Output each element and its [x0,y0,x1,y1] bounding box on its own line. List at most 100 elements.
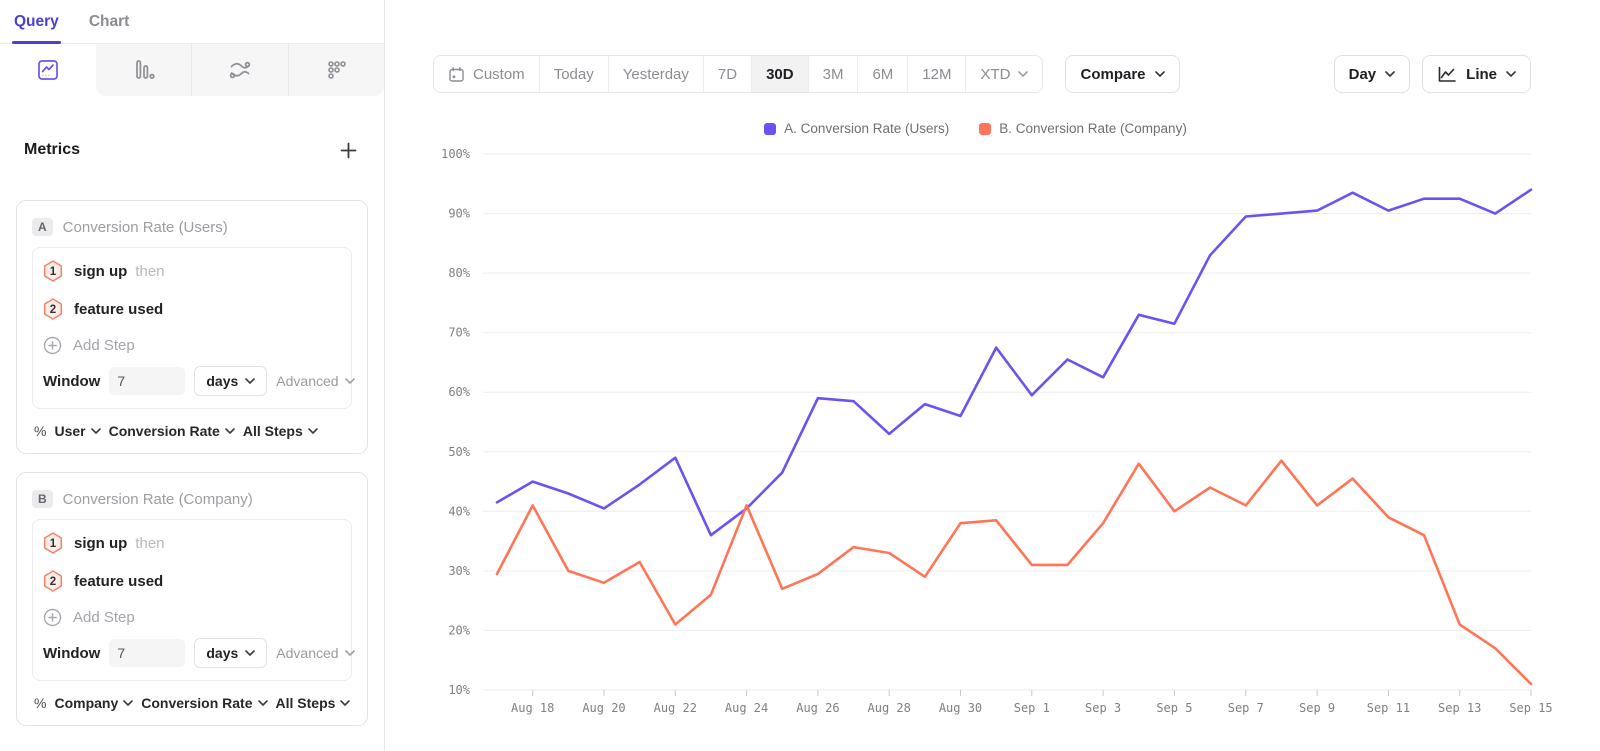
chart-type-switcher [0,44,384,96]
add-step-label: Add Step [73,608,135,626]
conversion-window-row: Window days Advanced [43,364,355,398]
chevron-down-icon [1154,71,1165,77]
metric-card-a: A Conversion Rate (Users) 1 sign up then… [16,200,368,454]
chevron-down-icon [225,428,235,434]
step-hexagon-icon: 2 [43,298,63,320]
chevron-down-icon [245,650,256,656]
range-30d-button[interactable]: 30D [752,56,809,92]
svg-text:1: 1 [50,266,57,278]
svg-text:Aug 30: Aug 30 [939,701,982,715]
range-label: Custom [473,65,525,83]
step-suffix: then [135,534,165,552]
range-label: XTD [980,65,1011,83]
range-label: 7D [717,65,738,83]
flows-icon[interactable] [191,44,287,96]
percent-icon: % [34,423,47,439]
metric-title[interactable]: Conversion Rate (Users) [62,218,228,236]
circled-plus-icon [43,336,62,354]
metrics-header: Metrics [24,136,360,164]
measure-steps-dropdown[interactable]: All Steps [276,695,351,711]
legend-item-a[interactable]: A. Conversion Rate (Users) [764,121,949,136]
chart-type-group [96,44,384,96]
compare-label: Compare [1080,65,1146,83]
line-chart-icon [1438,66,1456,82]
svg-text:100%: 100% [441,147,471,161]
measure-metric-dropdown[interactable]: Conversion Rate [109,423,235,439]
svg-text:40%: 40% [448,504,470,518]
tab-query[interactable]: Query [12,0,61,44]
compare-button[interactable]: Compare [1065,55,1180,93]
step-event-name: feature used [74,300,164,318]
svg-text:90%: 90% [448,207,470,221]
chevron-down-icon [1385,71,1396,77]
tab-chart[interactable]: Chart [88,12,130,30]
advanced-toggle[interactable]: Advanced [276,373,355,389]
advanced-label: Advanced [276,645,339,661]
chevron-down-icon [340,700,351,706]
bar-chart-icon[interactable] [96,44,191,96]
chart-style-dropdown[interactable]: Line [1422,55,1531,93]
range-12m-button[interactable]: 12M [908,56,967,92]
funnel-step-1[interactable]: 1 sign up then [43,524,341,562]
window-unit-label: days [206,645,239,661]
svg-text:10%: 10% [448,683,470,697]
step-suffix: then [135,262,165,280]
add-step-button[interactable]: Add Step [43,600,341,634]
funnel-step-2[interactable]: 2 feature used [43,562,341,600]
step-hexagon-icon: 1 [43,260,63,282]
granularity-dropdown[interactable]: Day [1333,55,1411,93]
chevron-down-icon [344,378,355,384]
step-event-name: sign up [74,262,128,280]
step-hexagon-icon: 2 [43,570,63,592]
chart-style-label: Line [1466,65,1497,83]
measure-entity-dropdown[interactable]: User [54,423,101,439]
window-unit-dropdown[interactable]: days [194,638,268,668]
svg-text:Sep 9: Sep 9 [1299,701,1335,715]
funnel-steps-box: 1 sign up then 2 feature used Add Step W… [32,519,355,681]
range-6m-button[interactable]: 6M [858,56,909,92]
insights-line-chart-icon[interactable] [0,44,96,96]
advanced-toggle[interactable]: Advanced [276,645,355,661]
step-event-name: sign up [74,534,128,552]
calendar-icon [449,66,464,82]
svg-text:30%: 30% [448,564,470,578]
legend-item-b[interactable]: B. Conversion Rate (Company) [979,121,1187,136]
range-xtd-dropdown[interactable]: XTD [966,56,1043,92]
window-unit-dropdown[interactable]: days [194,366,268,396]
chevron-down-icon [1018,71,1029,77]
metric-title[interactable]: Conversion Rate (Company) [62,490,253,508]
step-event-name: feature used [74,572,164,590]
measure-metric-dropdown[interactable]: Conversion Rate [141,695,268,711]
chevron-down-icon [90,428,101,434]
range-7d-button[interactable]: 7D [703,56,753,92]
measure-metric-label: Conversion Rate [141,695,253,711]
funnel-steps-box: 1 sign up then 2 feature used Add Step W… [32,247,355,409]
svg-text:Sep 15: Sep 15 [1509,701,1552,715]
svg-text:Aug 20: Aug 20 [582,701,625,715]
svg-text:Sep 1: Sep 1 [1014,701,1050,715]
range-3m-button[interactable]: 3M [808,56,859,92]
funnel-step-2[interactable]: 2 feature used [43,290,341,328]
date-range-picker: Custom Today Yesterday 7D 30D 3M 6M 12M … [433,55,1044,93]
range-yesterday-button[interactable]: Yesterday [608,56,704,92]
metrics-title: Metrics [24,141,81,158]
add-step-button[interactable]: Add Step [43,328,341,362]
chart-legend: A. Conversion Rate (Users) B. Conversion… [420,121,1531,136]
range-label: 3M [822,65,844,83]
funnel-step-1[interactable]: 1 sign up then [43,252,341,290]
svg-text:Aug 26: Aug 26 [796,701,839,715]
window-value-input[interactable] [109,367,186,395]
svg-text:1: 1 [50,538,57,550]
measure-steps-dropdown[interactable]: All Steps [243,423,318,439]
svg-text:70%: 70% [448,326,470,340]
conversion-rate-line-chart: 10% 20% 30% 40% 50% 60% 70% 80% 90% 100% Aug 18 Aug… [441,147,1553,715]
svg-text:Aug 24: Aug 24 [725,701,768,715]
measure-entity-dropdown[interactable]: Company [54,695,134,711]
window-value-input[interactable] [109,639,186,667]
funnel-dots-icon[interactable] [287,44,384,96]
add-metric-button[interactable] [336,138,360,162]
range-custom-button[interactable]: Custom [434,56,540,92]
svg-text:Aug 22: Aug 22 [654,701,697,715]
metric-card-b-header: B Conversion Rate (Company) [32,487,352,511]
range-today-button[interactable]: Today [539,56,609,92]
